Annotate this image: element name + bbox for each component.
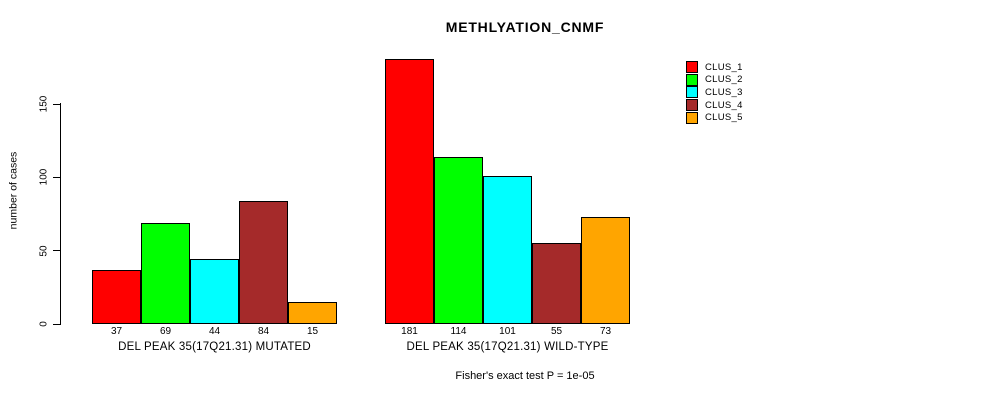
y-tick-label: 150 [38, 95, 50, 113]
y-tick-label: 0 [38, 321, 50, 327]
legend-label: CLUS_1 [705, 61, 743, 73]
y-tick-label: 50 [38, 245, 50, 257]
bar-value-label: 37 [110, 326, 123, 337]
bar-clus_2-group2 [434, 156, 483, 324]
legend-label: CLUS_3 [705, 86, 743, 98]
bar-clus_1-group2 [385, 58, 434, 324]
legend-swatch-icon [686, 61, 698, 74]
y-axis-label: number of cases [7, 151, 20, 230]
legend-item-clus_5: CLUS_5 [686, 111, 743, 124]
bar-clus_5-group1 [288, 302, 337, 324]
bar-clus_2-group1 [141, 222, 190, 324]
y-tick-label: 100 [38, 168, 50, 186]
y-axis-line [60, 103, 61, 324]
bar-clus_3-group1 [190, 259, 239, 324]
y-tick-mark [53, 323, 61, 325]
y-tick-mark [53, 250, 61, 252]
bar-clus_3-group2 [483, 175, 532, 324]
bar-value-label: 114 [450, 326, 467, 337]
bar-clus_1-group1 [92, 269, 141, 324]
x-axis-group-label: DEL PEAK 35(17Q21.31) WILD-TYPE [406, 341, 609, 353]
legend-label: CLUS_2 [705, 74, 743, 86]
legend-item-clus_3: CLUS_3 [686, 86, 743, 99]
chart-title: METHLYATION_CNMF [445, 19, 605, 35]
legend-item-clus_4: CLUS_4 [686, 99, 743, 112]
legend-label: CLUS_4 [705, 99, 743, 111]
legend-item-clus_1: CLUS_1 [686, 61, 743, 74]
bar-value-label: 181 [401, 326, 418, 337]
legend-swatch-icon [686, 99, 698, 112]
legend-swatch-icon [686, 73, 698, 86]
legend: CLUS_1 CLUS_2 CLUS_3 CLUS_4 CLUS_5 [686, 61, 743, 124]
legend-swatch-icon [686, 111, 698, 124]
bar-value-label: 44 [208, 326, 221, 337]
y-tick-mark [53, 103, 61, 105]
bar-value-label: 101 [499, 326, 516, 337]
legend-swatch-icon [686, 86, 698, 99]
fisher-test-annotation: Fisher's exact test P = 1e-05 [455, 370, 595, 382]
bar-clus_4-group1 [239, 200, 288, 324]
bar-value-label: 84 [257, 326, 270, 337]
bar-value-label: 15 [306, 326, 319, 337]
legend-item-clus_2: CLUS_2 [686, 73, 743, 87]
x-axis-group-label: DEL PEAK 35(17Q21.31) MUTATED [118, 341, 311, 353]
bar-value-label: 55 [550, 326, 563, 337]
legend-label: CLUS_5 [705, 112, 743, 124]
y-tick-mark [53, 176, 61, 178]
bar-value-label: 69 [159, 326, 172, 337]
bar-value-label: 73 [599, 326, 612, 337]
bar-clus_5-group2 [581, 216, 630, 324]
bar-clus_4-group2 [532, 243, 581, 324]
